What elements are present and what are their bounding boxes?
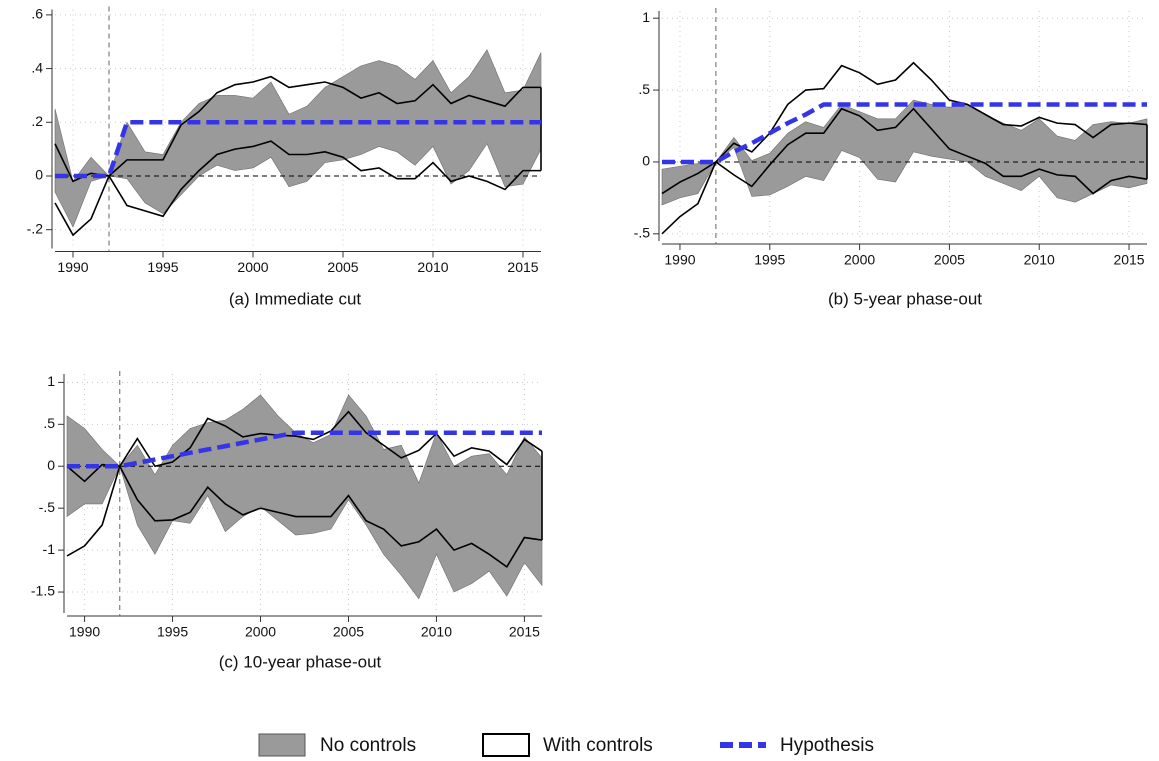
- y-tick-label: -1: [43, 541, 56, 557]
- x-tick-label: 2015: [1113, 252, 1144, 268]
- x-tick-label: 2000: [237, 259, 268, 275]
- x-tick-label: 2005: [333, 624, 364, 640]
- band-with-controls-lower: [66, 464, 543, 569]
- y-tick-label: .4: [31, 59, 43, 75]
- x-tick-label: 2000: [245, 624, 276, 640]
- x-tick-label: 2015: [507, 259, 538, 275]
- y-tick-label: 1: [642, 9, 650, 25]
- legend-label: Hypothesis: [780, 735, 874, 756]
- band-with-controls-lower: [661, 107, 1148, 235]
- legend-swatch: [482, 733, 530, 757]
- x-tick-label: 2005: [327, 259, 358, 275]
- x-tick-label: 1990: [69, 624, 100, 640]
- legend-label: With controls: [543, 735, 653, 756]
- y-tick-label: 0: [642, 153, 650, 169]
- x-tick-label: 2010: [1024, 252, 1055, 268]
- y-tick-label: 0: [47, 457, 55, 473]
- x-tick-label: 1995: [147, 259, 178, 275]
- y-tick-label: -1.5: [31, 583, 55, 599]
- x-tick-label: 2005: [934, 252, 965, 268]
- legend: No controls With controls Hypothesis: [258, 733, 874, 757]
- hypothesis-line: [662, 102, 1147, 165]
- band-with-controls-upper: [66, 410, 543, 483]
- caption: (a) Immediate cut: [229, 289, 362, 308]
- y-tick-label: .6: [31, 6, 43, 22]
- y-tick-label: .2: [31, 113, 43, 129]
- caption: (b) 5-year phase-out: [828, 289, 982, 308]
- y-tick-label: -.5: [39, 499, 56, 515]
- y-tick-label: -.5: [634, 225, 651, 241]
- x-tick-label: 1995: [754, 252, 785, 268]
- band-no-controls: [54, 49, 542, 228]
- x-tick-label: 1995: [157, 624, 188, 640]
- x-tick-label: 1990: [57, 259, 88, 275]
- panel: -.2 0 .2 .4 .6 1990 1995 2000 2005 2010 2015 (a) Im…: [27, 6, 542, 308]
- y-tick-label: .5: [638, 81, 650, 97]
- band-with-controls-upper: [54, 75, 541, 183]
- hypothesis-line: [55, 120, 541, 179]
- legend-swatch: [258, 733, 306, 757]
- x-tick-label: 2000: [844, 252, 875, 268]
- hypothesis-line: [67, 430, 542, 469]
- x-tick-label: 2010: [417, 259, 448, 275]
- x-tick-label: 2010: [421, 624, 452, 640]
- y-tick-label: -.2: [27, 220, 44, 236]
- caption: (c) 10-year phase-out: [219, 652, 382, 671]
- y-tick-label: 1: [47, 373, 55, 389]
- x-tick-label: 1990: [664, 252, 695, 268]
- panel: -1.5 -1 -.5 0 .5 1 1990 1995 2000 2005 2010 2015 (c)…: [31, 371, 543, 671]
- band-with-controls-lower: [54, 140, 541, 237]
- band-no-controls: [661, 99, 1148, 206]
- x-tick-label: 2015: [509, 624, 540, 640]
- legend-label: No controls: [320, 735, 416, 756]
- y-tick-label: .5: [43, 415, 55, 431]
- panel: -.5 0 .5 1 1990 1995 2000 2005 2010 2015 (b) 5-yea…: [634, 8, 1148, 308]
- y-tick-label: 0: [35, 167, 43, 183]
- band-no-controls: [66, 394, 543, 600]
